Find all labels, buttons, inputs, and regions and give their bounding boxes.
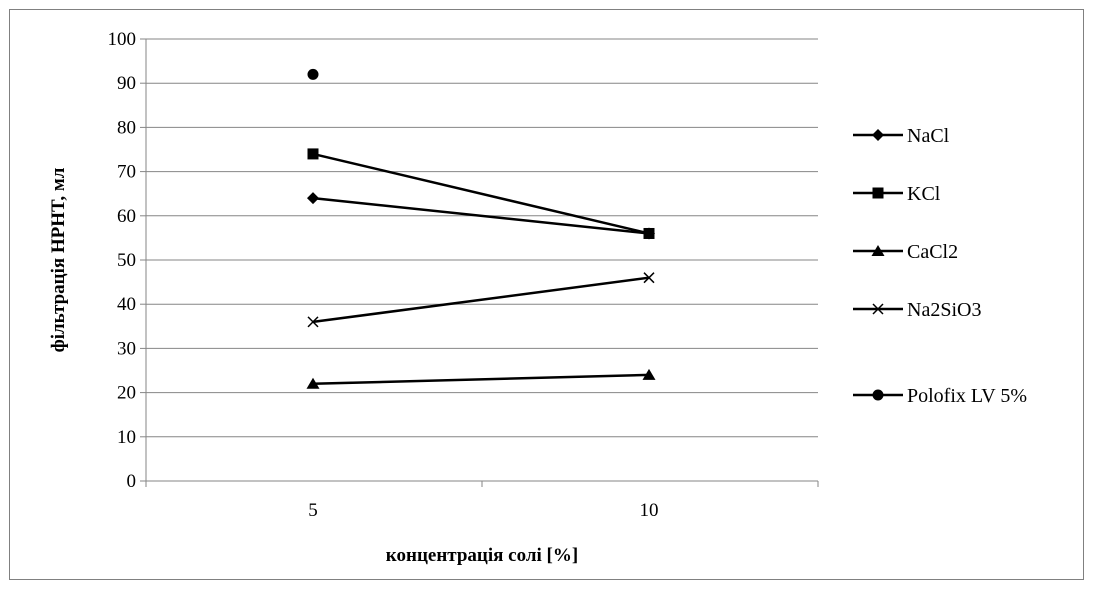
y-tick-label: 80 — [117, 117, 136, 138]
line-chart: 0 10 20 30 40 50 60 70 80 90 100 5 10 концентрація со… — [48, 29, 1027, 566]
data-point-diamond — [307, 192, 319, 205]
series-line-cross — [312, 276, 650, 324]
legend-label: Na2SiO3 — [907, 299, 981, 321]
data-point-triangle — [642, 368, 656, 380]
series-line-triangle — [312, 373, 650, 386]
legend-label: CaCl2 — [907, 241, 958, 263]
legend-marker-diamond — [872, 129, 884, 141]
legend-marker-square — [872, 187, 884, 199]
legend-label: NaCl — [907, 125, 950, 147]
legend-label: KCl — [907, 183, 941, 205]
legend-marker-circle — [872, 389, 884, 401]
y-tick-label: 90 — [117, 73, 136, 94]
series-line-square — [312, 152, 650, 235]
data-point-square — [643, 227, 655, 239]
y-tick-label: 30 — [117, 338, 136, 359]
legend-marker-triangle — [871, 245, 885, 256]
y-tick-label: 50 — [117, 250, 136, 271]
x-tick-label: 5 — [308, 500, 318, 521]
legend-label: Polofix LV 5% — [907, 385, 1027, 407]
data-point-cross — [643, 272, 655, 284]
y-tick-label: 60 — [117, 206, 136, 227]
x-axis-title: концентрація солі [%] — [386, 545, 578, 566]
series-line-diamond — [312, 196, 650, 235]
x-tick-label: 10 — [640, 500, 659, 521]
y-tick-label: 10 — [117, 427, 136, 448]
y-axis-title: фільтрація HPHT, мл — [48, 167, 69, 352]
data-point-circle — [307, 68, 319, 80]
y-tick-label: 100 — [108, 29, 137, 50]
data-point-square — [307, 148, 319, 160]
chart-frame: 0 10 20 30 40 50 60 70 80 90 100 5 10 концентрація со… — [9, 9, 1084, 580]
legend-marker-cross — [872, 303, 884, 315]
y-tick-label: 20 — [117, 383, 136, 404]
y-tick-label: 0 — [127, 471, 137, 492]
data-point-triangle — [306, 377, 320, 389]
y-tick-label: 70 — [117, 162, 136, 183]
data-point-cross — [307, 316, 319, 328]
y-tick-label: 40 — [117, 294, 136, 315]
